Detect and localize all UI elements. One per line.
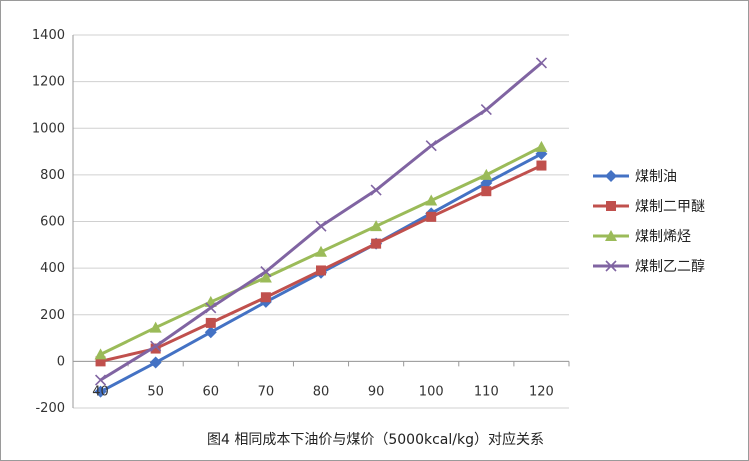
data-point bbox=[370, 220, 383, 232]
data-point bbox=[204, 326, 217, 339]
x-tick-label: 40 bbox=[92, 384, 109, 399]
legend-label: 煤制乙二醇 bbox=[635, 258, 705, 275]
legend-label: 煤制二甲醚 bbox=[635, 199, 705, 215]
legend-label: 煤制油 bbox=[635, 169, 677, 185]
y-tick-label: 800 bbox=[40, 168, 65, 183]
x-tick-label: 50 bbox=[147, 384, 164, 399]
legend-label: 煤制烯烃 bbox=[635, 229, 691, 245]
y-tick-label: 1000 bbox=[32, 121, 65, 136]
data-point bbox=[149, 321, 162, 333]
data-point bbox=[370, 184, 382, 196]
data-point bbox=[260, 292, 271, 303]
data-point bbox=[205, 302, 217, 314]
series-3 bbox=[94, 57, 548, 386]
y-tick-labels: -200 0 200 400 600 800 1000 1200 1400 bbox=[32, 28, 65, 416]
data-point bbox=[480, 168, 493, 180]
legend-item-2: 煤制烯烃 bbox=[593, 229, 691, 245]
y-tick-label: 200 bbox=[40, 308, 65, 323]
data-point bbox=[94, 348, 107, 360]
legend-item-1: 煤制二甲醚 bbox=[593, 199, 705, 215]
data-point bbox=[480, 177, 493, 190]
legend-item-0: 煤制油 bbox=[593, 169, 677, 185]
data-point bbox=[426, 211, 437, 222]
x-tick-label: 60 bbox=[203, 384, 220, 399]
legend-item-3: 煤制乙二醇 bbox=[593, 258, 705, 275]
data-point bbox=[605, 260, 617, 272]
y-tick-label: -200 bbox=[35, 401, 65, 416]
data-point bbox=[94, 374, 107, 386]
y-tick-label: 400 bbox=[40, 261, 65, 276]
data-point bbox=[150, 340, 162, 352]
data-point bbox=[149, 356, 162, 369]
data-point bbox=[94, 385, 107, 398]
data-point bbox=[425, 194, 438, 206]
data-point bbox=[260, 266, 272, 278]
data-point bbox=[425, 140, 437, 152]
figure-caption: 图4 相同成本下油价与煤价（5000kcal/kg）对应关系 bbox=[207, 432, 544, 448]
data-point bbox=[535, 57, 548, 69]
data-point bbox=[606, 201, 616, 211]
x-tick-label: 90 bbox=[368, 384, 385, 399]
data-point bbox=[605, 170, 617, 182]
data-point bbox=[536, 160, 547, 171]
data-point bbox=[535, 140, 548, 152]
y-tick-label: 1400 bbox=[32, 28, 65, 43]
data-point bbox=[315, 220, 327, 232]
x-tick-label: 120 bbox=[529, 384, 554, 399]
data-point bbox=[95, 356, 106, 367]
series-2 bbox=[94, 140, 548, 360]
series-lines bbox=[94, 57, 548, 398]
x-tick-label: 70 bbox=[258, 384, 275, 399]
data-point bbox=[371, 238, 382, 249]
data-point bbox=[315, 245, 327, 257]
series-1 bbox=[95, 160, 547, 367]
data-point bbox=[150, 343, 161, 354]
y-tick-label: 600 bbox=[40, 215, 65, 230]
data-point bbox=[605, 230, 617, 241]
x-tick-label: 110 bbox=[474, 384, 499, 399]
series-line bbox=[100, 164, 543, 363]
x-tick-label: 80 bbox=[313, 384, 330, 399]
line-chart: -200 0 200 400 600 800 1000 1200 1400 40 50 60 70 80… bbox=[32, 28, 705, 416]
data-point bbox=[481, 186, 492, 197]
y-tick-label: 1200 bbox=[32, 75, 65, 90]
data-point bbox=[480, 104, 492, 116]
data-point bbox=[205, 317, 216, 328]
x-tick-labels: 40 50 60 70 80 90 100 110 120 bbox=[92, 384, 554, 399]
y-tick-label: 0 bbox=[57, 354, 65, 369]
data-point bbox=[259, 271, 272, 283]
x-tick-label: 100 bbox=[419, 384, 444, 399]
data-point bbox=[316, 265, 326, 276]
